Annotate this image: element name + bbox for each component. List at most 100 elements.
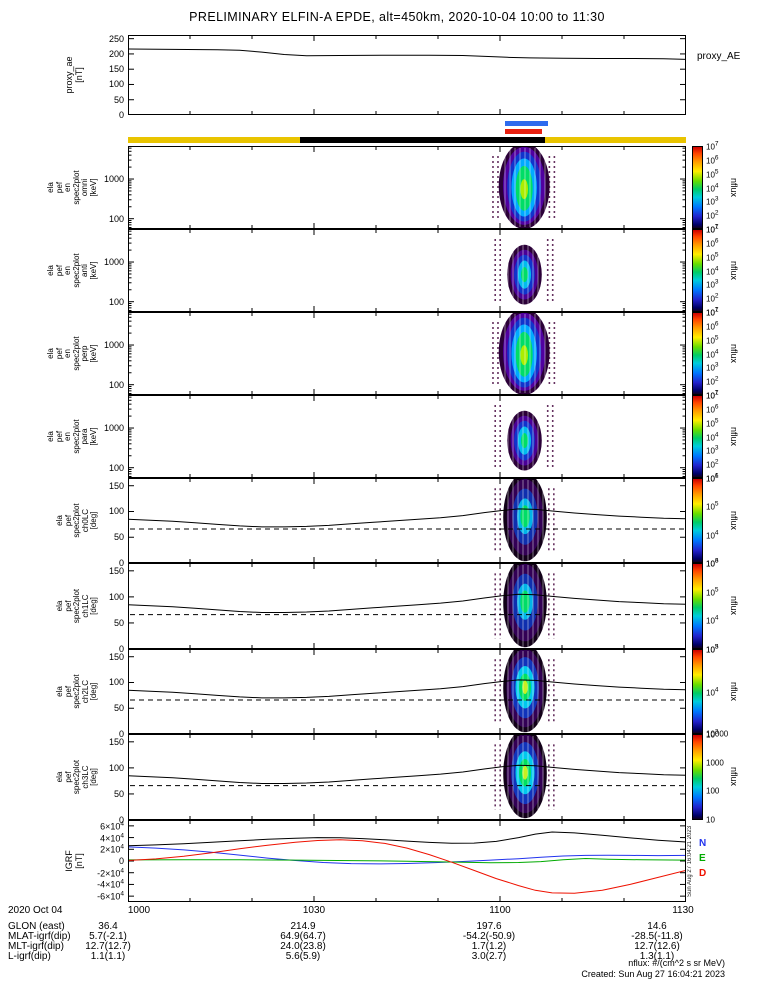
colorbar-title-spec-ch3LC: nflux	[729, 767, 739, 787]
series-proxy_AE	[128, 48, 686, 60]
colorbar-tick-spec-anti: 103	[706, 279, 719, 290]
ytick-igrf: 6×104	[100, 820, 124, 832]
panel-spec-ch1LC	[128, 563, 686, 649]
ytick-spec-ch1LC: 50	[113, 617, 124, 628]
panel-plot-spec-ch3LC	[128, 734, 686, 820]
panel-plot-igrf	[128, 820, 686, 902]
ytick-igrf: 0	[118, 856, 124, 866]
colorbar-tick-spec-ch2LC: 104	[706, 686, 719, 697]
ytick-spec-para: 1000	[103, 423, 124, 434]
science-zone-strip	[128, 119, 686, 145]
colorbar-tick-spec-anti: 105	[706, 251, 719, 262]
panel-spec-ch3LC	[128, 734, 686, 820]
footer-value: 1.1(1.1)	[90, 951, 126, 962]
ytick-spec-ch3LC: 50	[113, 788, 124, 799]
ylabel-spec-anti: ela pef en spec2plot anti [keV]	[46, 253, 98, 288]
series-E	[128, 857, 686, 864]
ylabel-proxy_ae: proxy_ae [nT]	[64, 56, 84, 94]
colorbar-tick-spec-ch3LC: 10000	[706, 729, 729, 739]
ytick-spec-omni: 1000	[103, 174, 124, 185]
ytick-spec-ch2LC: 0	[118, 729, 124, 739]
colorbar-tick-spec-para: 102	[706, 458, 719, 470]
spectrogram-burst	[494, 231, 554, 310]
ytick-spec-ch1LC: 0	[118, 644, 124, 654]
panel-plot-spec-ch0LC	[128, 478, 686, 563]
units-note: nflux: #/(cm^2 s sr MeV)	[628, 958, 725, 968]
colorbar-tick-spec-para: 103	[706, 445, 719, 456]
legend-E: E	[699, 853, 706, 864]
colorbar-title-spec-ch2LC: nflux	[729, 681, 739, 701]
colorbar-tick-spec-ch0LC: 104	[706, 529, 719, 540]
ytick-proxy_ae: 250	[108, 33, 124, 44]
ytick-spec-anti: 100	[108, 296, 124, 307]
footer-value: 24.0(23.8)	[280, 941, 326, 952]
series-D	[128, 839, 686, 894]
colorbar-tick-spec-perp: 104	[706, 348, 719, 359]
spectrogram-burst	[494, 397, 554, 476]
ylabel-igrf: IGRF [nT]	[64, 850, 84, 872]
panel-spec-omni	[128, 146, 686, 229]
ytick-spec-ch1LC: 150	[108, 565, 124, 576]
time-tick-1030: 1030	[302, 905, 326, 916]
footer-value: 1.3(1.1)	[639, 951, 675, 962]
footer-value: 1.7(1.2)	[471, 941, 507, 952]
colorbar-spec-omni	[692, 146, 703, 229]
panel-proxy_ae	[128, 35, 686, 115]
zone-segment-0	[128, 137, 300, 143]
colorbar-tick-spec-anti: 104	[706, 265, 719, 276]
ytick-igrf: -6×104	[97, 890, 124, 902]
colorbar-tick-spec-omni: 106	[706, 154, 719, 166]
footer-value: 12.7(12.6)	[634, 941, 680, 952]
collection-marker-0	[505, 121, 549, 126]
ylabel-spec-perp: ela pef en spec2plot perp [keV]	[46, 336, 98, 371]
panel-plot-spec-ch1LC	[128, 563, 686, 649]
footer-value: 3.0(2.7)	[471, 951, 507, 962]
panel-plot-spec-para	[128, 395, 686, 478]
ytick-spec-anti: 1000	[103, 257, 124, 268]
colorbar-tick-spec-omni: 107	[706, 140, 719, 152]
ytick-spec-perp: 1000	[103, 340, 124, 351]
colorbar-tick-spec-perp: 105	[706, 334, 719, 345]
colorbar-tick-spec-anti: 107	[706, 223, 719, 235]
timestamp-sidenote: Sun Aug 27 16:04:21 2023	[687, 825, 693, 897]
time-tick-1130: 1130	[672, 905, 694, 916]
footer-value: 197.6	[476, 921, 502, 932]
colorbar-tick-spec-ch2LC: 105	[706, 643, 719, 655]
zone-segment-1	[299, 137, 545, 143]
colorbar-tick-spec-ch0LC: 106	[706, 472, 719, 484]
footer-row-label-3: L-igrf(dip)	[8, 951, 51, 962]
colorbar-spec-anti	[692, 229, 703, 312]
ytick-spec-ch0LC: 100	[108, 506, 124, 517]
ytick-spec-ch2LC: 150	[108, 651, 124, 662]
footer-row-label-2: MLT-igrf(dip)	[8, 941, 64, 952]
ytick-igrf: -4×104	[97, 878, 124, 890]
footer-value: 5.6(5.9)	[285, 951, 321, 962]
colorbar-tick-spec-anti: 106	[706, 237, 719, 249]
time-tick-1100: 1100	[489, 905, 511, 916]
colorbar-tick-spec-omni: 105	[706, 168, 719, 179]
ytick-proxy_ae: 50	[113, 94, 124, 105]
colorbar-tick-spec-anti: 101	[706, 306, 719, 318]
created-note: Created: Sun Aug 27 16:04:21 2023	[581, 969, 725, 979]
colorbar-tick-spec-perp: 101	[706, 389, 719, 401]
ylabel-spec-ch3LC: ela pef spec2plot ch3LC [deg]	[54, 759, 98, 795]
panel-spec-ch2LC	[128, 649, 686, 734]
colorbar-tick-spec-para: 106	[706, 403, 719, 415]
spectrogram-burst	[492, 313, 556, 394]
panel-spec-ch0LC	[128, 478, 686, 563]
spectrogram-burst	[494, 479, 555, 562]
footer-value: -28.5(-11.8)	[631, 931, 683, 942]
colorbar-tick-spec-omni: 103	[706, 196, 719, 207]
colorbar-title-spec-omni: nflux	[729, 177, 739, 197]
panel-plot-spec-ch2LC	[128, 649, 686, 734]
colorbar-tick-spec-ch1LC: 103	[706, 643, 719, 655]
colorbar-tick-spec-ch3LC: 10	[706, 815, 715, 825]
footer-value: 12.7(12.7)	[85, 941, 131, 952]
colorbar-spec-ch0LC	[692, 478, 703, 563]
footer-value: 36.4	[98, 921, 118, 932]
ytick-spec-ch1LC: 100	[108, 591, 124, 602]
footer-value: 5.7(-2.1)	[89, 931, 127, 942]
colorbar-tick-spec-ch1LC: 106	[706, 557, 719, 569]
panel-plot-spec-anti	[128, 229, 686, 312]
panel-spec-perp	[128, 312, 686, 395]
